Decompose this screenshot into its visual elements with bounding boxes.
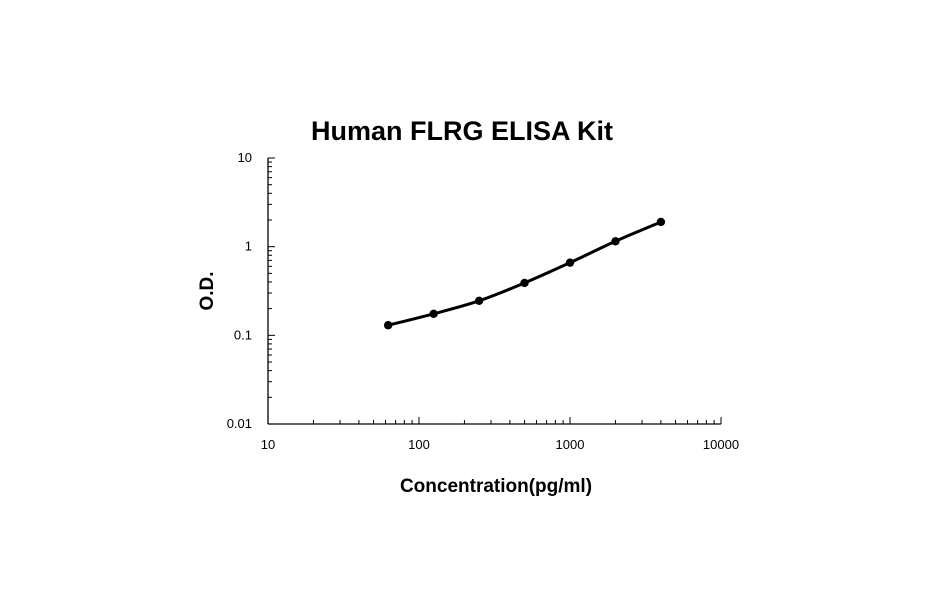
series-line (386, 220, 663, 327)
y-axis-label: O.D. (197, 271, 218, 310)
data-point (520, 278, 529, 288)
data-point (565, 258, 575, 267)
x-tick-label: 1000 (556, 437, 585, 452)
x-tick-label: 10000 (703, 437, 739, 452)
data-point (656, 217, 666, 227)
y-tick-label: 0.01 (227, 416, 252, 431)
data-point (474, 296, 484, 306)
data-point (383, 321, 393, 330)
chart-title: Human FLRG ELISA Kit (311, 116, 613, 146)
y-tick-label: 0.1 (234, 327, 252, 342)
data-point (429, 309, 438, 318)
x-tick-label: 10 (261, 437, 275, 452)
y-tick-label: 10 (238, 150, 252, 165)
data-point (611, 237, 620, 246)
plot-area: 10 100 1000 10000 0.01 0.1 1 10 (227, 150, 739, 452)
x-tick-label: 100 (408, 437, 430, 452)
x-axis-label: Concentration(pg/ml) (400, 476, 592, 497)
y-tick-label: 1 (245, 239, 252, 254)
